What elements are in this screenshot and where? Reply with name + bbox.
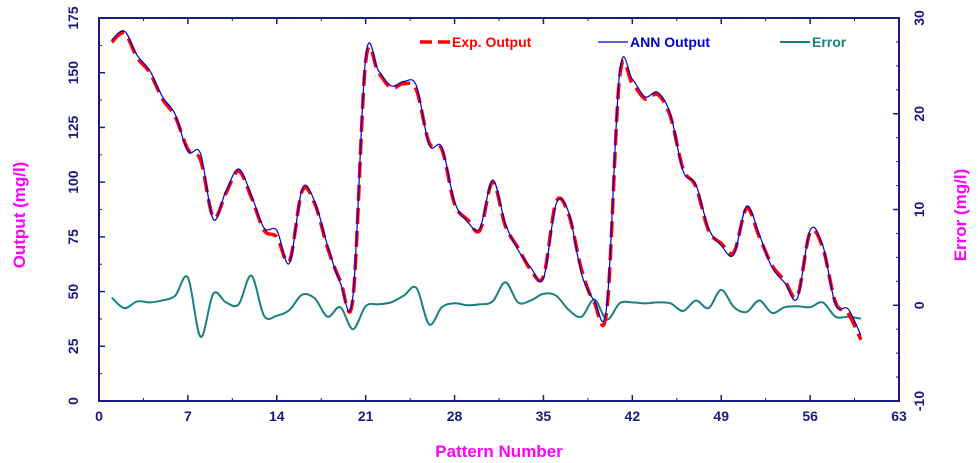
x-tick-label: 49 [713, 408, 729, 424]
y2-tick-label: -10 [911, 391, 927, 411]
x-tick-label: 42 [625, 408, 641, 424]
series-line-ann-output [111, 30, 862, 336]
series-line-exp-output [110, 31, 863, 341]
y-tick-label: 125 [65, 116, 81, 140]
x-tick-label: 56 [802, 408, 818, 424]
y2-tick-label: 0 [911, 301, 927, 309]
x-tick-label: 28 [447, 408, 463, 424]
series-layer [110, 30, 863, 341]
legend-label-ann-output: ANN Output [630, 34, 710, 50]
series-line-error [111, 274, 862, 338]
y-tick-label: 175 [65, 6, 81, 30]
y2-axis-title: Error (mg/l) [951, 169, 970, 262]
y-tick-label: 150 [65, 61, 81, 85]
x-tick-label: 63 [891, 408, 907, 424]
legend: Exp. Output ANN Output Error [420, 34, 847, 50]
y-tick-label: 75 [65, 229, 81, 245]
y2-tick-label: 10 [911, 202, 927, 218]
y2-tick-label: 20 [911, 106, 927, 122]
y-axis-title: Output (mg/l) [10, 162, 29, 269]
legend-label-exp-output: Exp. Output [452, 34, 532, 50]
x-tick-label: 21 [358, 408, 374, 424]
ticks-layer [98, 17, 900, 402]
y2-tick-label: 30 [911, 10, 927, 26]
legend-label-error: Error [812, 34, 847, 50]
x-tick-label: 35 [536, 408, 552, 424]
y-tick-label: 0 [65, 397, 81, 405]
tick-label-layer: 0 7 14 21 28 35 42 49 56 630255075100125150175-10… [65, 6, 927, 424]
x-tick-label: 0 [95, 408, 103, 424]
x-tick-label: 7 [184, 408, 192, 424]
y-tick-label: 25 [65, 338, 81, 354]
y-tick-label: 50 [65, 284, 81, 300]
x-tick-label: 14 [269, 408, 285, 424]
x-axis-title: Pattern Number [435, 442, 563, 461]
y-tick-label: 100 [65, 170, 81, 194]
